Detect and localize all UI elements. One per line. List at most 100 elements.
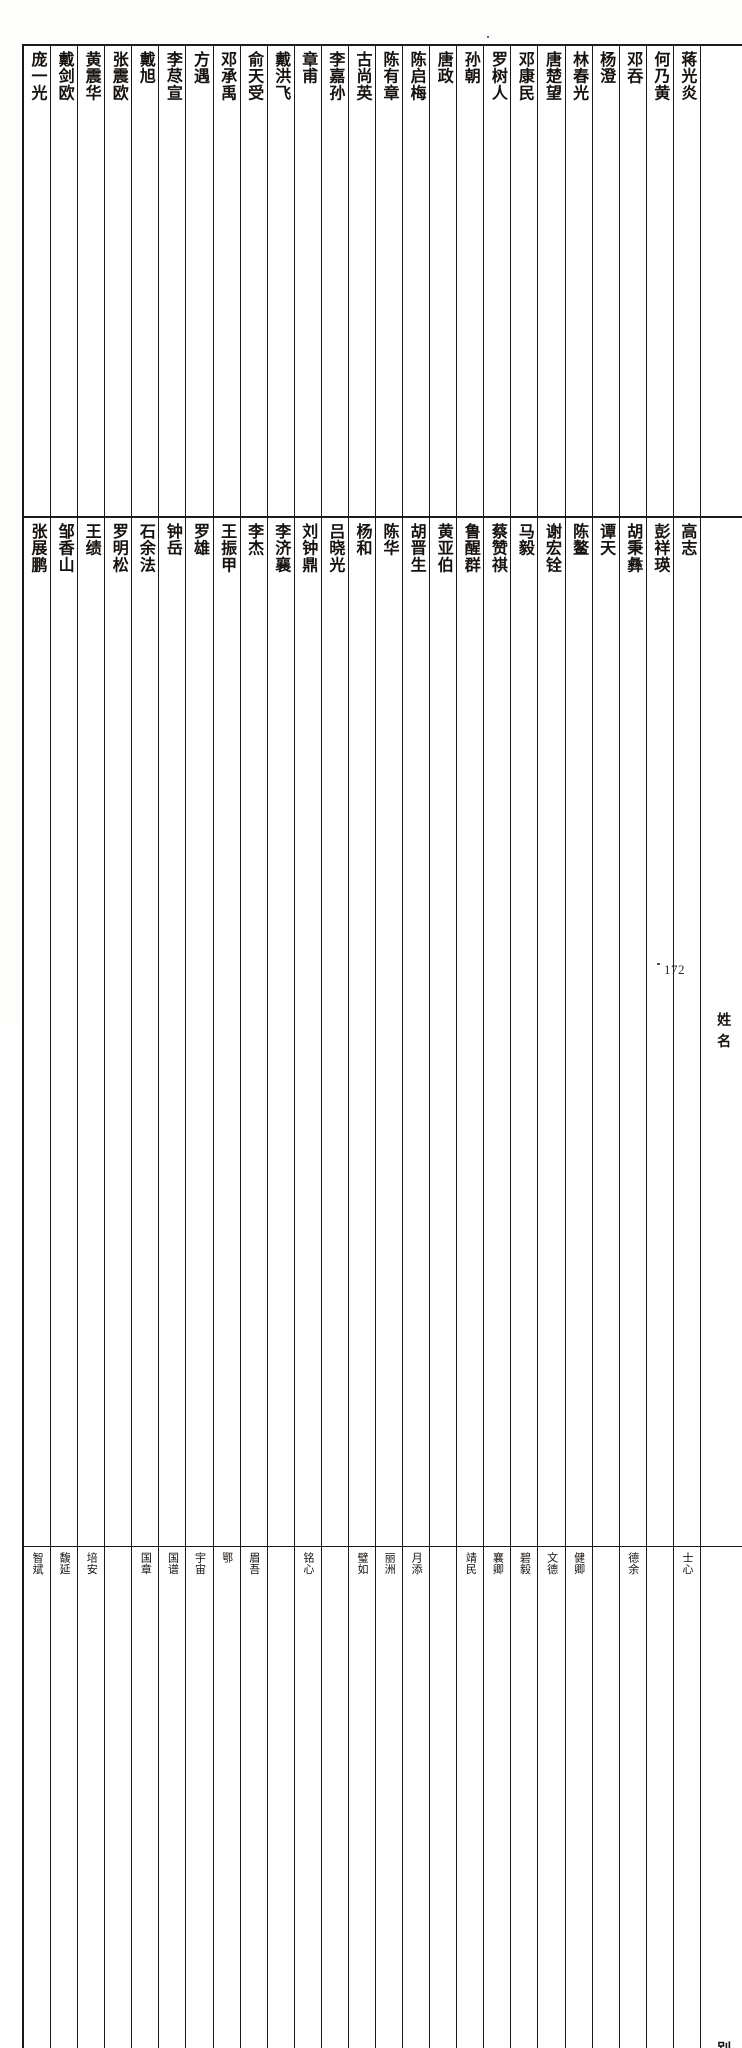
name-text: 蒋光炎 bbox=[678, 46, 695, 101]
cell-content: 王绩 bbox=[78, 518, 104, 1546]
name-text: 邓吞 bbox=[624, 46, 641, 84]
cell-content: 吕晓光 bbox=[322, 518, 348, 1546]
cell-name: 邹香山 bbox=[51, 517, 78, 1547]
cell-content: 士心 bbox=[674, 1547, 700, 2048]
name-text: 罗明松 bbox=[110, 518, 127, 573]
name-text: 邓康民 bbox=[516, 46, 533, 101]
cell-name: 石余法 bbox=[132, 517, 159, 1547]
cell-content: 刘钟鼎 bbox=[295, 518, 321, 1546]
cell-name: 钟岳 bbox=[159, 517, 186, 1547]
cell-content: 月添 bbox=[403, 1547, 429, 2048]
cell-content bbox=[430, 1547, 456, 2048]
cell-alias bbox=[592, 1547, 619, 2048]
cell-content: 李杰 bbox=[241, 518, 267, 1546]
cell-alias: 德余 bbox=[619, 1547, 646, 2048]
cell-content: 鄂 bbox=[214, 1547, 240, 2048]
cell-content: 罗雄 bbox=[186, 518, 212, 1546]
name-text: 李荩宣 bbox=[164, 46, 181, 101]
alias-text: 德余 bbox=[627, 1547, 639, 1574]
cell-alias: 眉吾 bbox=[240, 1547, 267, 2048]
name-text: 罗雄 bbox=[191, 518, 208, 556]
roster-table-bottom: 张展鹏邹香山王绩罗明松石余法钟岳罗雄王振甲李杰李济襄刘钟鼎吕晓光杨和陈华胡晋生黄… bbox=[22, 516, 742, 2048]
cell-content: 王振甲 bbox=[214, 518, 240, 1546]
alias-text: 智斌 bbox=[31, 1547, 43, 1574]
alias-text: 馥延 bbox=[58, 1547, 70, 1574]
name-text: 戴洪飞 bbox=[272, 46, 289, 101]
cell-content bbox=[322, 1547, 348, 2048]
cell-name: 刘钟鼎 bbox=[294, 517, 321, 1547]
cell-content bbox=[647, 1547, 673, 2048]
name-text: 陈鳌 bbox=[570, 518, 587, 556]
name-text: 章甫 bbox=[299, 46, 316, 84]
cell-alias: 国章 bbox=[132, 1547, 159, 2048]
alias-text: 襄卿 bbox=[491, 1547, 503, 1574]
name-text: 吕晓光 bbox=[326, 518, 343, 573]
roster-table-bottom-body: 张展鹏邹香山王绩罗明松石余法钟岳罗雄王振甲李杰李济襄刘钟鼎吕晓光杨和陈华胡晋生黄… bbox=[23, 517, 742, 2048]
name-text: 戴旭 bbox=[137, 46, 154, 84]
cell-name: 彭祥瑛 bbox=[646, 517, 673, 1547]
cell-alias: 铭心 bbox=[294, 1547, 321, 2048]
name-text: 李济襄 bbox=[272, 518, 289, 573]
name-text: 钟岳 bbox=[164, 518, 181, 556]
cell-alias: 鄂 bbox=[213, 1547, 240, 2048]
alias-text: 国章 bbox=[139, 1547, 151, 1574]
cell-alias: 襄卿 bbox=[484, 1547, 511, 2048]
cell-content: 邹香山 bbox=[51, 518, 77, 1546]
cell-content: 谢宏铨 bbox=[538, 518, 564, 1546]
cell-name: 陈华 bbox=[376, 517, 403, 1547]
cell-name: 李济襄 bbox=[267, 517, 294, 1547]
cell-content: 宇宙 bbox=[186, 1547, 212, 2048]
cell-alias: 靖民 bbox=[457, 1547, 484, 2048]
row-header-alias: 别号 bbox=[700, 1547, 742, 2048]
cell-content: 国章 bbox=[132, 1547, 158, 2048]
cell-content: 智斌 bbox=[24, 1547, 50, 2048]
cell-content: 德余 bbox=[620, 1547, 646, 2048]
alias-text: 国谱 bbox=[166, 1547, 178, 1574]
name-text: 古尚英 bbox=[354, 46, 371, 101]
cell-content: 襄卿 bbox=[484, 1547, 510, 2048]
cell-name: 谭天 bbox=[592, 517, 619, 1547]
cell-name: 罗雄 bbox=[186, 517, 213, 1547]
name-text: 鲁醒群 bbox=[462, 518, 479, 573]
cell-content: 健卿 bbox=[566, 1547, 592, 2048]
cell-name: 罗明松 bbox=[105, 517, 132, 1547]
name-text: 何乃黄 bbox=[651, 46, 668, 101]
cell-name: 李杰 bbox=[240, 517, 267, 1547]
cell-name: 黄亚伯 bbox=[430, 517, 457, 1547]
cell-alias bbox=[430, 1547, 457, 2048]
name-text: 杨和 bbox=[354, 518, 371, 556]
cell-name: 马毅 bbox=[511, 517, 538, 1547]
cell-content: 丽洲 bbox=[376, 1547, 402, 2048]
cell-content: 张展鹏 bbox=[24, 518, 50, 1546]
cell-name: 蔡赞祺 bbox=[484, 517, 511, 1547]
cell-name: 高志 bbox=[673, 517, 700, 1547]
cell-content bbox=[593, 1547, 619, 2048]
alias-text: 士心 bbox=[681, 1547, 693, 1574]
cell-alias bbox=[321, 1547, 348, 2048]
alias-text: 碧毅 bbox=[518, 1547, 530, 1574]
cell-name: 杨和 bbox=[348, 517, 375, 1547]
cell-name: 胡秉彝 bbox=[619, 517, 646, 1547]
name-text: 胡晋生 bbox=[408, 518, 425, 573]
cell-name: 胡晋生 bbox=[403, 517, 430, 1547]
name-text: 邓承禹 bbox=[218, 46, 235, 101]
cell-content: 国谱 bbox=[159, 1547, 185, 2048]
cell-name: 王振甲 bbox=[213, 517, 240, 1547]
name-text: 孙朝 bbox=[462, 46, 479, 84]
cell-content bbox=[268, 1547, 294, 2048]
roster-row-alias: 智斌馥延培安国章国谱宇宙鄂眉吾铭心璧如丽洲月添靖民襄卿碧毅文德健卿德余士心别号 bbox=[23, 1547, 742, 2048]
name-text: 谭天 bbox=[597, 518, 614, 556]
cell-alias bbox=[646, 1547, 673, 2048]
cell-content: 高志 bbox=[674, 518, 700, 1546]
cell-content: 李济襄 bbox=[268, 518, 294, 1546]
alias-text: 健卿 bbox=[573, 1547, 585, 1574]
name-text: 高志 bbox=[678, 518, 695, 556]
cell-content: 碧毅 bbox=[511, 1547, 537, 2048]
alias-text: 鄂 bbox=[221, 1547, 233, 1563]
cell-content: 石余法 bbox=[132, 518, 158, 1546]
cell-content: 陈鳌 bbox=[566, 518, 592, 1546]
cell-alias: 月添 bbox=[403, 1547, 430, 2048]
name-text: 唐政 bbox=[435, 46, 452, 84]
cell-content: 璧如 bbox=[349, 1547, 375, 2048]
cell-content: 文德 bbox=[538, 1547, 564, 2048]
